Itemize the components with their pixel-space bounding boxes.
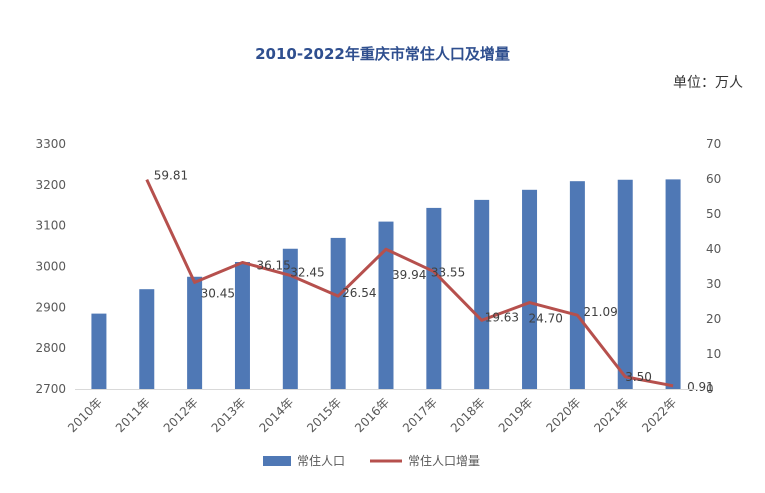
bar [234, 261, 250, 389]
line-data-label: 32.45 [290, 265, 324, 279]
line-data-label: 24.70 [529, 312, 563, 326]
x-axis-tick-label: 2017年 [400, 395, 440, 435]
line-data-label: 33.55 [431, 266, 465, 280]
line-data-label: 19.63 [485, 310, 519, 324]
line-data-label: 30.45 [201, 286, 235, 300]
right-axis: 0 10 20 30 40 50 60 70 [706, 137, 721, 396]
right-axis-tick-label: 10 [706, 347, 721, 361]
x-axis-tick-label: 2015年 [304, 395, 344, 435]
line-data-label: 26.54 [342, 286, 376, 300]
left-axis-tick-label: 3300 [35, 137, 66, 151]
bar [522, 189, 538, 389]
legend-label-bar: 常住人口 [297, 454, 345, 468]
bar [282, 248, 298, 389]
left-axis-tick-label: 2900 [35, 300, 66, 314]
x-axis-tick-label: 2021年 [591, 395, 631, 435]
bar-series [91, 179, 681, 389]
legend-label-line: 常住人口增量 [408, 454, 480, 468]
x-axis-tick-label: 2019年 [496, 395, 536, 435]
line-series: 59.81 30.45 36.15 32.45 26.54 39.94 33.55 19.63… [145, 169, 714, 394]
chart-title: 2010-2022年重庆市常住人口及增量 [255, 45, 510, 63]
x-axis-tick-label: 2016年 [352, 395, 392, 435]
line-data-label: 3.50 [625, 370, 652, 384]
left-axis-tick-label: 3000 [35, 260, 66, 274]
x-axis-tick-label: 2012年 [161, 395, 201, 435]
left-axis-tick-label: 2800 [35, 341, 66, 355]
line-data-label: 59.81 [154, 169, 188, 183]
x-axis-tick-label: 2013年 [209, 395, 249, 435]
x-axis-tick-label: 2014年 [256, 395, 296, 435]
bar [91, 313, 107, 389]
right-axis-tick-label: 50 [706, 207, 721, 221]
left-axis-tick-label: 3200 [35, 178, 66, 192]
bar [665, 179, 681, 389]
x-axis: 2010年 2011年 2012年 2013年 2014年 2015年 2016年 2017年… [65, 389, 697, 435]
bar [474, 199, 490, 389]
bar [330, 237, 346, 389]
line-data-label: 21.09 [583, 305, 617, 319]
line-data-label: 36.15 [256, 258, 290, 272]
right-axis-tick-label: 0 [706, 382, 714, 396]
bar [139, 289, 155, 389]
legend-swatch-bar [263, 456, 291, 466]
line-path [145, 179, 674, 388]
x-axis-tick-label: 2010年 [65, 395, 105, 435]
left-axis: 2700 2800 2900 3000 3100 3200 3300 [35, 137, 66, 396]
x-axis-tick-label: 2022年 [639, 395, 679, 435]
unit-label: 单位：万人 [673, 75, 743, 91]
bar [617, 179, 633, 389]
left-axis-tick-label: 3100 [35, 219, 66, 233]
right-axis-tick-label: 60 [706, 172, 721, 186]
bar [187, 276, 203, 389]
x-axis-tick-label: 2020年 [544, 395, 584, 435]
left-axis-tick-label: 2700 [35, 382, 66, 396]
right-axis-tick-label: 20 [706, 312, 721, 326]
bar [378, 221, 394, 389]
line-data-label: 0.91 [687, 380, 714, 394]
line-data-label: 39.94 [392, 268, 426, 282]
x-axis-tick-label: 2018年 [448, 395, 488, 435]
legend: 常住人口 常住人口增量 [263, 454, 480, 468]
right-axis-tick-label: 70 [706, 137, 721, 151]
right-axis-tick-label: 40 [706, 242, 721, 256]
bar [426, 207, 442, 389]
right-axis-tick-label: 30 [706, 277, 721, 291]
bar [569, 181, 585, 389]
x-axis-tick-label: 2011年 [113, 395, 153, 435]
